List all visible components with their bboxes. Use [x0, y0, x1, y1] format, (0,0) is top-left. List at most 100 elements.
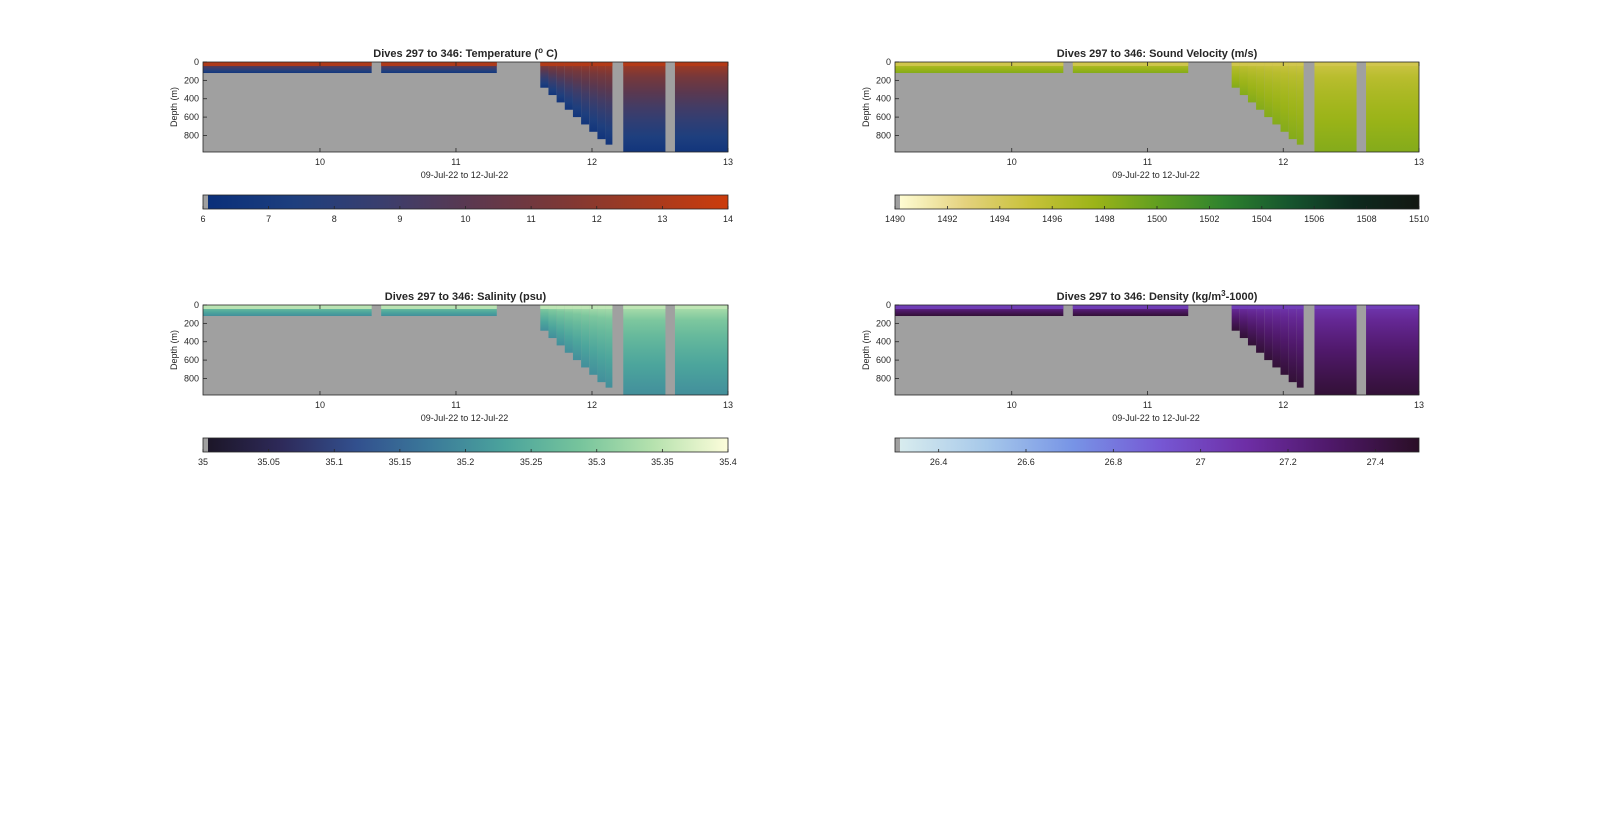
data-section	[1272, 305, 1281, 368]
data-section	[589, 62, 598, 132]
colorbar-tick-label: 26.4	[930, 457, 948, 467]
colorbar-tick-label: 12	[592, 214, 602, 224]
surface-band	[381, 305, 497, 309]
surface-band	[1288, 305, 1297, 309]
surface-band	[1239, 305, 1248, 309]
data-section	[572, 305, 582, 361]
surface-band	[589, 62, 598, 66]
data-section	[540, 305, 549, 331]
surface-band	[1072, 62, 1189, 66]
panel-2: Dives 297 to 346: Salinity (psu) 10 11 12 13…	[169, 291, 737, 467]
surface-band	[1072, 305, 1189, 309]
data-section	[1072, 305, 1189, 317]
colorbar-tick-label: 35.3	[588, 457, 606, 467]
y-tick-label: 600	[184, 112, 199, 122]
colorbar-tick-label: 7	[266, 214, 271, 224]
surface-band	[1272, 62, 1281, 66]
x-tick-label: 12	[587, 157, 597, 167]
data-section	[1296, 305, 1304, 388]
surface-band	[605, 62, 613, 66]
data-section	[1296, 62, 1304, 145]
data-section	[597, 62, 606, 140]
x-tick-label: 12	[1278, 157, 1288, 167]
colorbar-tick-label: 27	[1196, 457, 1206, 467]
chart-title: Dives 297 to 346: Sound Velocity (m/s)	[1057, 48, 1258, 60]
data-section	[1256, 305, 1265, 353]
data-section	[1072, 62, 1189, 74]
surface-band	[1272, 305, 1281, 309]
surface-band	[203, 305, 372, 309]
colorbar-land-swatch	[203, 195, 208, 209]
y-tick-label: 0	[886, 57, 891, 67]
colorbar	[900, 195, 1419, 209]
surface-band	[564, 305, 573, 309]
data-section	[1264, 305, 1273, 361]
colorbar	[208, 438, 728, 452]
y-axis-label: Depth (m)	[169, 87, 179, 127]
data-section	[1314, 62, 1357, 152]
data-section	[564, 62, 573, 110]
data-section	[1231, 62, 1240, 88]
x-tick-label: 11	[451, 157, 460, 167]
colorbar-tick-label: 26.8	[1105, 457, 1123, 467]
colorbar-tick-label: 1500	[1147, 214, 1167, 224]
data-section	[597, 305, 606, 383]
axes-box	[894, 304, 1420, 396]
surface-band	[381, 62, 497, 66]
surface-band	[1247, 305, 1257, 309]
x-tick-label: 12	[1278, 400, 1288, 410]
surface-band	[674, 62, 728, 66]
data-section	[674, 62, 728, 152]
y-tick-label: 600	[184, 355, 199, 365]
data-section	[381, 62, 497, 74]
data-section	[605, 62, 613, 145]
panel-0: Dives 297 to 346: Temperature (o C) 10 11 1…	[169, 46, 733, 224]
x-axis-label: 09-Jul-22 to 12-Jul-22	[1112, 413, 1200, 423]
y-tick-label: 600	[876, 112, 891, 122]
surface-band	[589, 305, 598, 309]
surface-band	[1296, 62, 1304, 66]
colorbar-tick-label: 1506	[1304, 214, 1324, 224]
surface-band	[1231, 62, 1240, 66]
colorbar-tick-label: 27.4	[1367, 457, 1385, 467]
colorbar-tick-label: 26.6	[1017, 457, 1035, 467]
surface-band	[564, 62, 573, 66]
colorbar-tick-label: 27.2	[1279, 457, 1297, 467]
colorbar	[208, 195, 728, 209]
data-section	[1247, 305, 1257, 346]
data-section	[581, 305, 590, 368]
data-section	[1239, 62, 1248, 96]
y-tick-label: 600	[876, 355, 891, 365]
surface-band	[597, 62, 606, 66]
colorbar-land-swatch	[203, 438, 208, 452]
colorbar-tick-label: 35.05	[257, 457, 280, 467]
surface-band	[556, 62, 565, 66]
y-tick-label: 200	[876, 75, 891, 85]
colorbar-tick-label: 9	[397, 214, 402, 224]
surface-band	[623, 305, 666, 309]
surface-band	[1366, 62, 1419, 66]
surface-band	[623, 62, 666, 66]
surface-band	[1314, 62, 1357, 66]
surface-band	[1288, 62, 1297, 66]
colorbar-box	[894, 437, 1420, 453]
data-section	[1288, 62, 1297, 140]
x-axis-label: 09-Jul-22 to 12-Jul-22	[421, 413, 509, 423]
data-section	[203, 305, 372, 317]
y-axis-label: Depth (m)	[169, 330, 179, 370]
data-section	[581, 62, 590, 125]
data-section	[1247, 62, 1257, 103]
colorbar-tick-label: 1508	[1357, 214, 1377, 224]
y-tick-label: 0	[194, 300, 199, 310]
x-tick-label: 11	[1143, 400, 1152, 410]
data-section	[589, 305, 598, 375]
surface-band	[1264, 305, 1273, 309]
surface-band	[581, 305, 590, 309]
surface-band	[605, 305, 613, 309]
colorbar-land-swatch	[895, 438, 900, 452]
data-section	[623, 62, 666, 152]
colorbar-tick-label: 11	[526, 214, 535, 224]
colorbar	[900, 438, 1419, 452]
colorbar-tick-label: 1496	[1042, 214, 1062, 224]
axes-box	[202, 304, 729, 396]
